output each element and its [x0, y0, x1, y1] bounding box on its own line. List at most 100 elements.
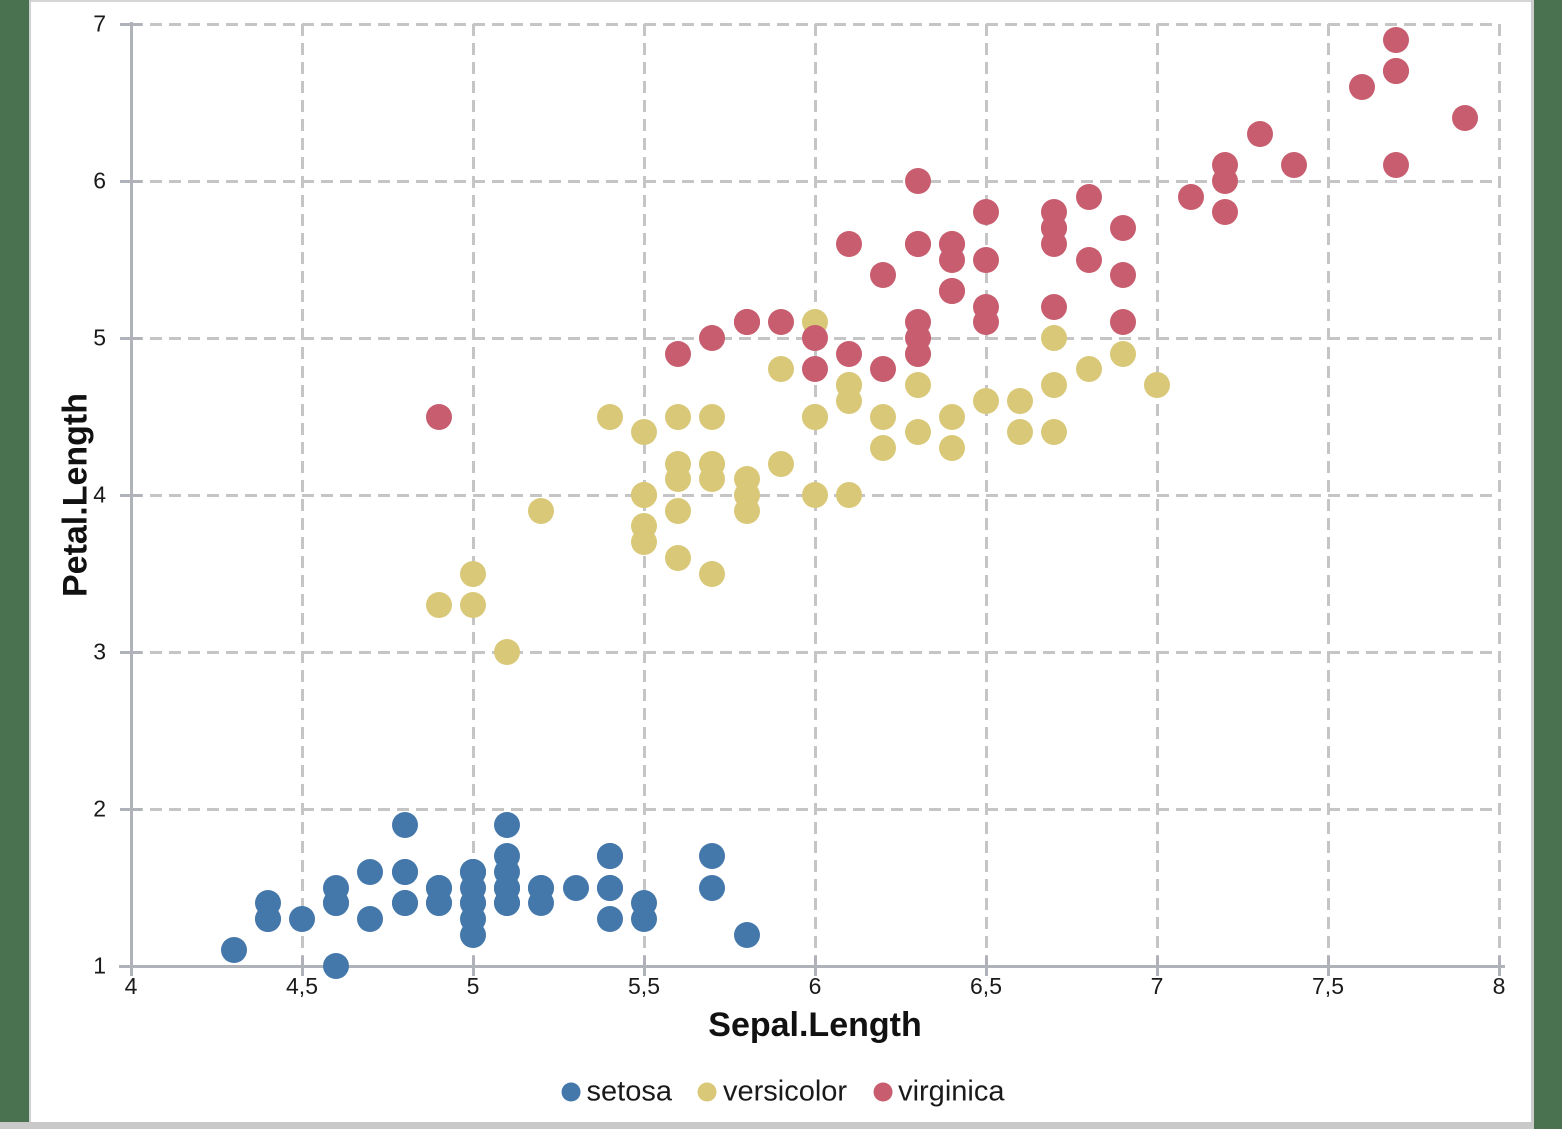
data-point-versicolor [1041, 325, 1068, 351]
chart-top-border [31, 0, 1534, 2]
data-point-versicolor [1109, 340, 1136, 367]
x-axis-line [119, 964, 1505, 968]
data-point-versicolor [1041, 372, 1068, 399]
data-point-setosa [596, 905, 623, 932]
data-point-versicolor [767, 450, 794, 477]
y-tick-label: 1 [93, 952, 106, 979]
chart-right-border [1531, 0, 1534, 1129]
data-point-virginica [1383, 58, 1410, 85]
data-point-versicolor [699, 560, 726, 587]
bottom-scrollbar [0, 1122, 1534, 1129]
data-point-versicolor [425, 591, 452, 618]
x-tick-label: 7,5 [1312, 973, 1344, 999]
data-point-setosa [391, 890, 418, 917]
data-point-virginica [699, 325, 726, 351]
gridline-vertical [1497, 24, 1501, 966]
x-tick-label: 4 [124, 973, 138, 999]
data-point-setosa [220, 937, 247, 964]
data-point-versicolor [767, 356, 794, 383]
data-point-virginica [870, 262, 897, 289]
y-axis-line [129, 22, 133, 972]
y-tick-label: 6 [93, 167, 106, 194]
gridline-horizontal [131, 650, 1499, 654]
x-axis-title: Sepal.Length [708, 1006, 922, 1044]
data-point-versicolor [733, 482, 760, 508]
legend-label-virginica: virginica [898, 1075, 1005, 1108]
data-point-versicolor [631, 419, 657, 446]
data-point-versicolor [665, 544, 692, 571]
y-tick-label: 5 [93, 324, 106, 351]
data-point-versicolor [802, 403, 828, 430]
data-point-versicolor [460, 560, 486, 587]
data-point-virginica [1383, 26, 1410, 53]
data-point-setosa [323, 953, 350, 979]
data-point-virginica [973, 199, 999, 226]
data-point-setosa [699, 843, 726, 870]
data-point-setosa [460, 858, 486, 885]
data-point-virginica [973, 293, 999, 320]
data-point-versicolor [631, 482, 657, 508]
chart-left-border [29, 0, 31, 1122]
data-point-virginica [904, 230, 931, 257]
legend-marker-virginica [873, 1082, 893, 1102]
data-point-versicolor [870, 434, 897, 461]
data-point-versicolor [802, 482, 828, 508]
data-point-versicolor [836, 387, 863, 414]
legend-item-setosa: setosa [561, 1075, 672, 1109]
data-point-virginica [1075, 246, 1102, 273]
data-point-setosa [289, 905, 315, 932]
data-point-setosa [391, 858, 418, 885]
data-point-virginica [938, 246, 965, 273]
data-point-versicolor [1007, 419, 1034, 446]
legend-label-setosa: setosa [586, 1075, 672, 1108]
data-point-versicolor [904, 419, 931, 446]
data-point-virginica [1212, 168, 1239, 194]
data-point-versicolor [973, 387, 999, 414]
data-point-versicolor [494, 639, 521, 665]
data-point-virginica [1041, 293, 1068, 320]
data-point-virginica [904, 168, 931, 194]
data-point-virginica [1041, 215, 1068, 242]
data-point-setosa [425, 890, 452, 917]
legend-label-versicolor: versicolor [722, 1075, 848, 1108]
gridline-horizontal [131, 22, 1499, 26]
data-point-virginica [1280, 152, 1307, 179]
data-point-virginica [836, 230, 863, 257]
data-point-versicolor [699, 466, 726, 493]
chart-canvas [31, 0, 1531, 1122]
data-point-virginica [1075, 183, 1102, 210]
data-point-virginica [938, 277, 965, 304]
data-point-virginica [733, 309, 760, 336]
y-axis-title: Petal.Length [56, 392, 95, 598]
data-point-versicolor [938, 434, 965, 461]
x-tick-label: 6,5 [970, 973, 1002, 999]
data-point-versicolor [1007, 387, 1034, 414]
legend-marker-versicolor [697, 1082, 717, 1102]
legend-marker-setosa [561, 1082, 581, 1102]
y-tick-label: 2 [93, 795, 106, 822]
data-point-virginica [1349, 73, 1376, 100]
data-point-virginica [904, 325, 931, 351]
data-point-virginica [1451, 105, 1478, 132]
data-point-virginica [836, 340, 863, 367]
data-point-setosa [494, 858, 521, 885]
data-point-virginica [1383, 152, 1410, 179]
y-tick-label: 4 [93, 481, 106, 508]
gridline-horizontal [131, 807, 1499, 811]
data-point-virginica [870, 356, 897, 383]
data-point-virginica [802, 356, 828, 383]
gridline-horizontal [131, 179, 1499, 183]
data-point-setosa [562, 874, 589, 901]
data-point-setosa [460, 890, 486, 917]
data-point-versicolor [528, 497, 555, 524]
data-point-setosa [596, 843, 623, 870]
data-point-versicolor [665, 497, 692, 524]
data-point-setosa [699, 874, 726, 901]
data-point-setosa [357, 905, 384, 932]
data-point-virginica [1109, 215, 1136, 242]
y-tick-label: 3 [93, 638, 106, 665]
data-point-versicolor [665, 450, 692, 477]
data-point-virginica [1212, 199, 1239, 226]
data-point-setosa [391, 811, 418, 838]
